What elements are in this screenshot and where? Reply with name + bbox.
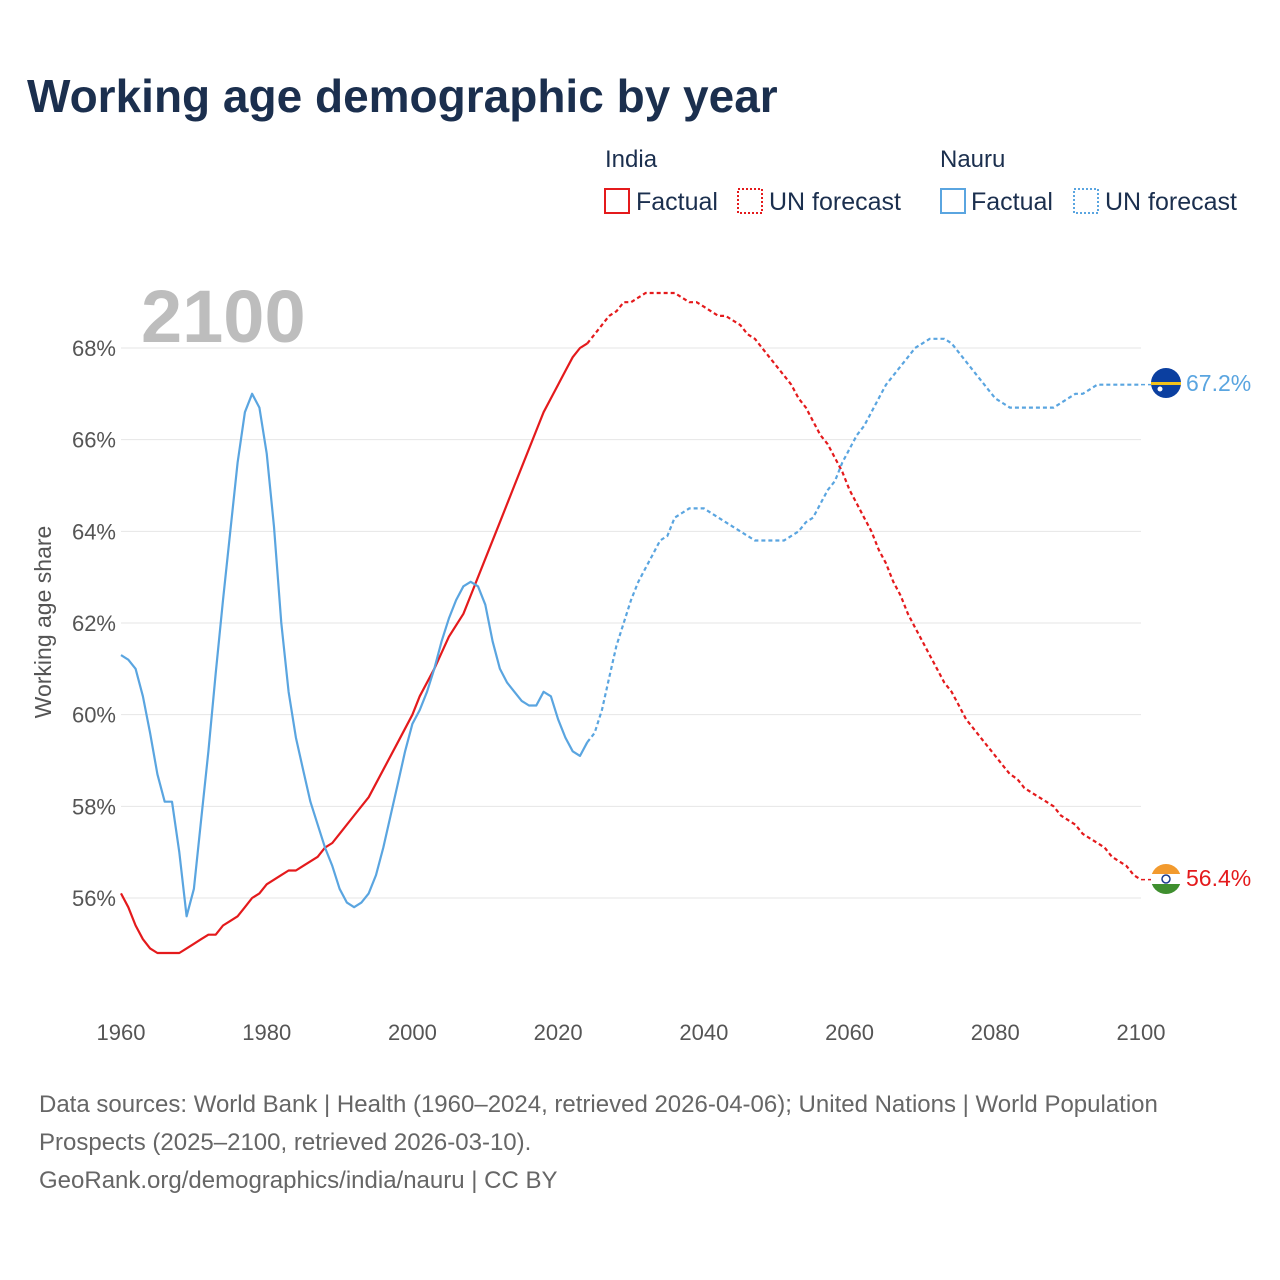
india-flag-icon (1161, 874, 1171, 884)
y-tick-label: 64% (72, 519, 116, 544)
legend-swatch-nauru-factual (940, 188, 966, 214)
legend-swatch-india-forecast (737, 188, 763, 214)
current-year-label: 2100 (141, 275, 306, 358)
india-factual-line (120, 342, 588, 955)
legend: India Factual UN forecast Nauru Factual … (604, 146, 1237, 216)
footer-credit: GeoRank.org/demographics/india/nauru | C… (39, 1167, 558, 1194)
x-tick-label: 2060 (825, 1020, 874, 1045)
nauru-end-label: 67.2% (1186, 370, 1251, 396)
nauru-factual-line (120, 392, 589, 918)
y-tick-label: 62% (72, 611, 116, 636)
india-end-label: 56.4% (1186, 865, 1251, 891)
legend-group-india: India (605, 146, 658, 173)
nauru-end-marker (1151, 368, 1181, 398)
x-tick-label: 2000 (388, 1020, 437, 1045)
footer-sources: Data sources: World Bank | Health (1960–… (39, 1091, 1158, 1156)
y-tick-labels: 56% 58% 60% 62% 64% 66% 68% (72, 336, 116, 911)
india-end-marker (1151, 864, 1181, 894)
x-tick-label: 1960 (97, 1020, 146, 1045)
chart-title: Working age demographic by year (27, 70, 778, 122)
x-tick-label: 2100 (1117, 1020, 1166, 1045)
legend-label-india-forecast: UN forecast (769, 188, 901, 216)
y-tick-label: 66% (72, 428, 116, 453)
legend-group-nauru: Nauru (940, 146, 1005, 173)
gridlines (121, 347, 1141, 899)
chart-svg: Working age demographic by year India Fa… (27, 70, 1251, 1045)
y-tick-label: 56% (72, 886, 116, 911)
y-tick-label: 68% (72, 336, 116, 361)
footer: Data sources: World Bank | Health (1960–… (39, 1086, 1239, 1200)
nauru-forecast-line (586, 337, 1141, 743)
y-axis-label: Working age share (30, 526, 56, 719)
legend-label-india-factual: Factual (636, 188, 718, 216)
legend-label-nauru-forecast: UN forecast (1105, 188, 1237, 216)
x-tick-label: 2020 (534, 1020, 583, 1045)
x-tick-label: 2080 (971, 1020, 1020, 1045)
legend-label-nauru-factual: Factual (971, 188, 1053, 216)
series-lines (120, 291, 1151, 955)
y-tick-label: 60% (72, 703, 116, 728)
legend-swatch-india-factual (604, 188, 630, 214)
legend-swatch-nauru-forecast (1073, 188, 1099, 214)
x-tick-label: 2040 (679, 1020, 728, 1045)
india-forecast-line (586, 291, 1142, 881)
x-tick-label: 1980 (242, 1020, 291, 1045)
x-tick-labels: 1960 1980 2000 2020 2040 2060 2080 2100 (97, 1020, 1166, 1045)
y-tick-label: 58% (72, 794, 116, 819)
